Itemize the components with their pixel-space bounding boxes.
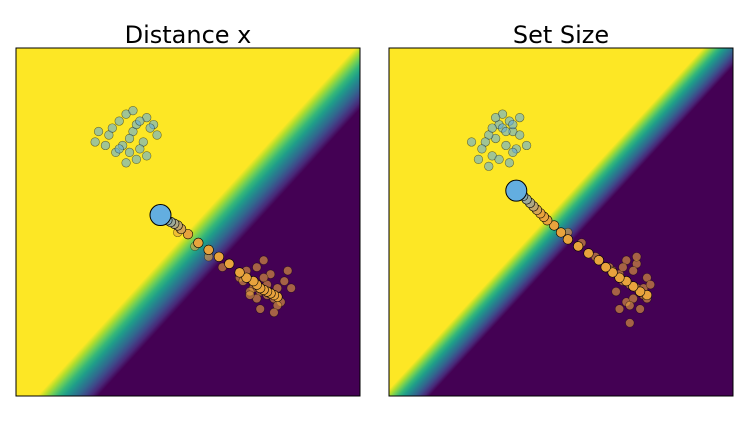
trajectory-point (203, 244, 214, 255)
trajectory-point (628, 281, 639, 292)
scatter-point (142, 151, 152, 161)
scatter-point (625, 318, 635, 328)
scatter-point (121, 158, 131, 168)
scatter-point (508, 147, 518, 157)
trajectory-point (182, 229, 194, 240)
trajectory-point (635, 286, 646, 297)
scatter-point (515, 130, 525, 140)
scatter-point (645, 280, 656, 290)
scatter-point (124, 147, 135, 157)
scatter-point (466, 137, 477, 147)
panel-title-left: Distance x (125, 21, 252, 49)
panel-left: Distance x (15, 21, 361, 397)
scatter-point (135, 144, 145, 154)
trajectory-start-point (149, 204, 172, 227)
axes-frame-right (388, 47, 734, 397)
scatter-point (245, 290, 255, 300)
scatter-point (632, 252, 642, 262)
scatter-point (128, 106, 138, 116)
axes-frame-left (15, 47, 361, 397)
trajectory-point (614, 272, 625, 283)
scatter-point (515, 112, 525, 123)
scatter-point (145, 123, 155, 133)
trajectory-point (549, 220, 560, 231)
plot-area-right (389, 48, 733, 396)
scatter-point (484, 161, 494, 171)
scatter-point (508, 119, 518, 130)
scatter-point (614, 304, 625, 314)
panel-title-right: Set Size (513, 21, 609, 49)
plot-content (90, 106, 296, 318)
scatter-point (114, 116, 124, 126)
trajectory-point (193, 237, 204, 248)
trajectory-point (562, 234, 573, 245)
scatter-point (473, 154, 484, 164)
scatter-point (100, 140, 111, 151)
trajectory-point (593, 255, 604, 266)
scatter-point (611, 287, 621, 297)
scatter-point (124, 133, 135, 144)
scatter-point (501, 126, 511, 137)
scatter-point (255, 304, 265, 314)
scatter-point (487, 123, 497, 133)
trajectory-point (224, 258, 235, 269)
decision-surface (389, 48, 733, 396)
scatter-point (522, 140, 532, 151)
decision-surface (16, 48, 360, 396)
scatter-point (252, 262, 262, 272)
scatter-point (501, 140, 511, 151)
plot-area-left (16, 48, 360, 396)
trajectory-start-point (505, 179, 528, 202)
scatter-point (477, 144, 487, 154)
trajectory-point (234, 267, 245, 278)
trajectory-point (241, 272, 252, 283)
scatter-point (635, 304, 645, 314)
scatter-point (259, 255, 269, 265)
scatter-point (114, 144, 124, 154)
scatter-point (131, 154, 141, 164)
scatter-point (283, 266, 293, 276)
scatter-point (152, 130, 162, 140)
scatter-point (107, 123, 117, 133)
scatter-point (93, 126, 104, 137)
scatter-point (286, 283, 296, 293)
scatter-point (491, 112, 501, 123)
scatter-point (269, 307, 279, 318)
scatter-point (135, 116, 145, 126)
scatter-point (618, 262, 628, 272)
trajectory-point (573, 241, 584, 252)
trajectory-point (583, 248, 594, 259)
scatter-point (90, 137, 100, 147)
scatter-point (628, 266, 638, 276)
scatter-point (625, 300, 635, 311)
plot-content (466, 109, 656, 328)
scatter-point (504, 158, 514, 168)
trajectory-point (607, 267, 618, 278)
trajectory-point (555, 227, 567, 238)
trajectory-point (213, 251, 225, 262)
scatter-point (259, 273, 269, 283)
scatter-point (279, 276, 289, 286)
scatter-point (494, 154, 504, 164)
panel-right: Set Size (388, 21, 734, 397)
trajectory-point (600, 262, 611, 273)
